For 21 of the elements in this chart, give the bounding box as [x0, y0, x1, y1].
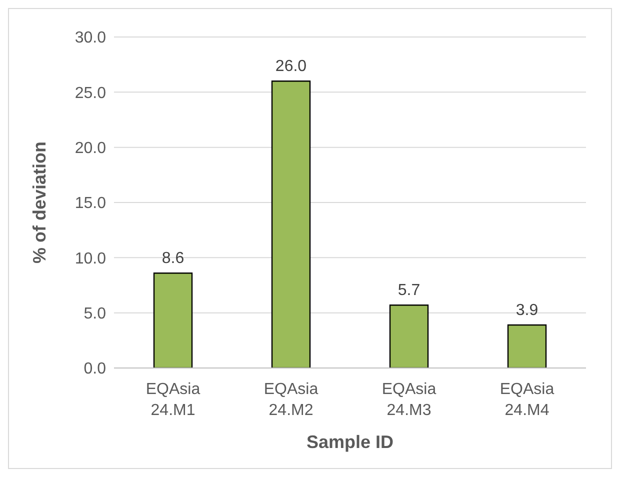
x-tick-label: EQAsia 24.M2 — [264, 381, 318, 419]
data-label: 5.7 — [398, 282, 420, 300]
y-tick-label: 5.0 — [84, 306, 106, 323]
y-tick-label: 30.0 — [74, 30, 106, 47]
x-axis-title: Sample ID — [306, 432, 394, 452]
data-label: 26.0 — [275, 58, 307, 76]
y-tick-label: 10.0 — [74, 250, 106, 268]
bar — [507, 324, 547, 368]
bar — [271, 80, 311, 368]
y-axis-title: % of deviation — [29, 141, 50, 264]
bar — [153, 272, 193, 368]
y-tick-label: 15.0 — [74, 195, 106, 212]
x-tick-label: EQAsia 24.M4 — [500, 381, 554, 419]
data-label: 3.9 — [516, 302, 538, 319]
y-tick-label: 0.0 — [84, 360, 106, 378]
bar — [389, 304, 429, 368]
y-tick-label: 20.0 — [74, 140, 106, 158]
x-tick-label: EQAsia 24.M3 — [382, 381, 436, 419]
data-label: 8.6 — [162, 250, 184, 268]
x-tick-label: EQAsia 24.M1 — [146, 381, 200, 419]
y-tick-label: 25.0 — [74, 84, 106, 102]
